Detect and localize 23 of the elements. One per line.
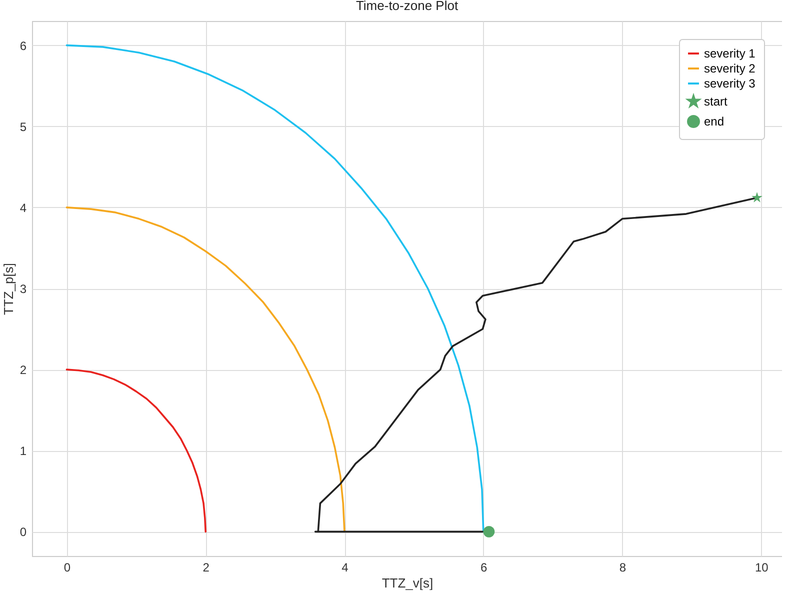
legend-label: severity 3: [704, 76, 756, 90]
y-tick-label: 0: [20, 525, 27, 540]
x-tick-label: 10: [754, 560, 769, 574]
legend-label: severity 1: [704, 46, 756, 60]
legend-label: start: [704, 94, 728, 108]
y-tick-label: 6: [20, 38, 27, 53]
x-tick-label: 2: [202, 560, 210, 574]
x-tick-label: 0: [64, 560, 71, 574]
chart-title: Time-to-zone Plot: [356, 0, 458, 13]
y-tick-label: 2: [20, 363, 27, 378]
y-tick-label: 4: [20, 200, 27, 215]
line-series: [66, 206, 346, 533]
line-series: [66, 368, 207, 533]
x-tick-label: 6: [480, 560, 488, 574]
legend-label: severity 2: [704, 62, 756, 76]
x-tick-label: 4: [342, 560, 349, 574]
y-axis-title: TTZ_p[s]: [0, 262, 16, 316]
y-tick-label: 1: [20, 444, 27, 458]
x-tick-label: 8: [619, 560, 626, 574]
x-axis-title: TTZ_v[s]: [382, 576, 434, 590]
legend-label: end: [704, 114, 724, 128]
y-tick-label: 5: [20, 120, 27, 134]
y-tick-label: 3: [20, 282, 27, 296]
